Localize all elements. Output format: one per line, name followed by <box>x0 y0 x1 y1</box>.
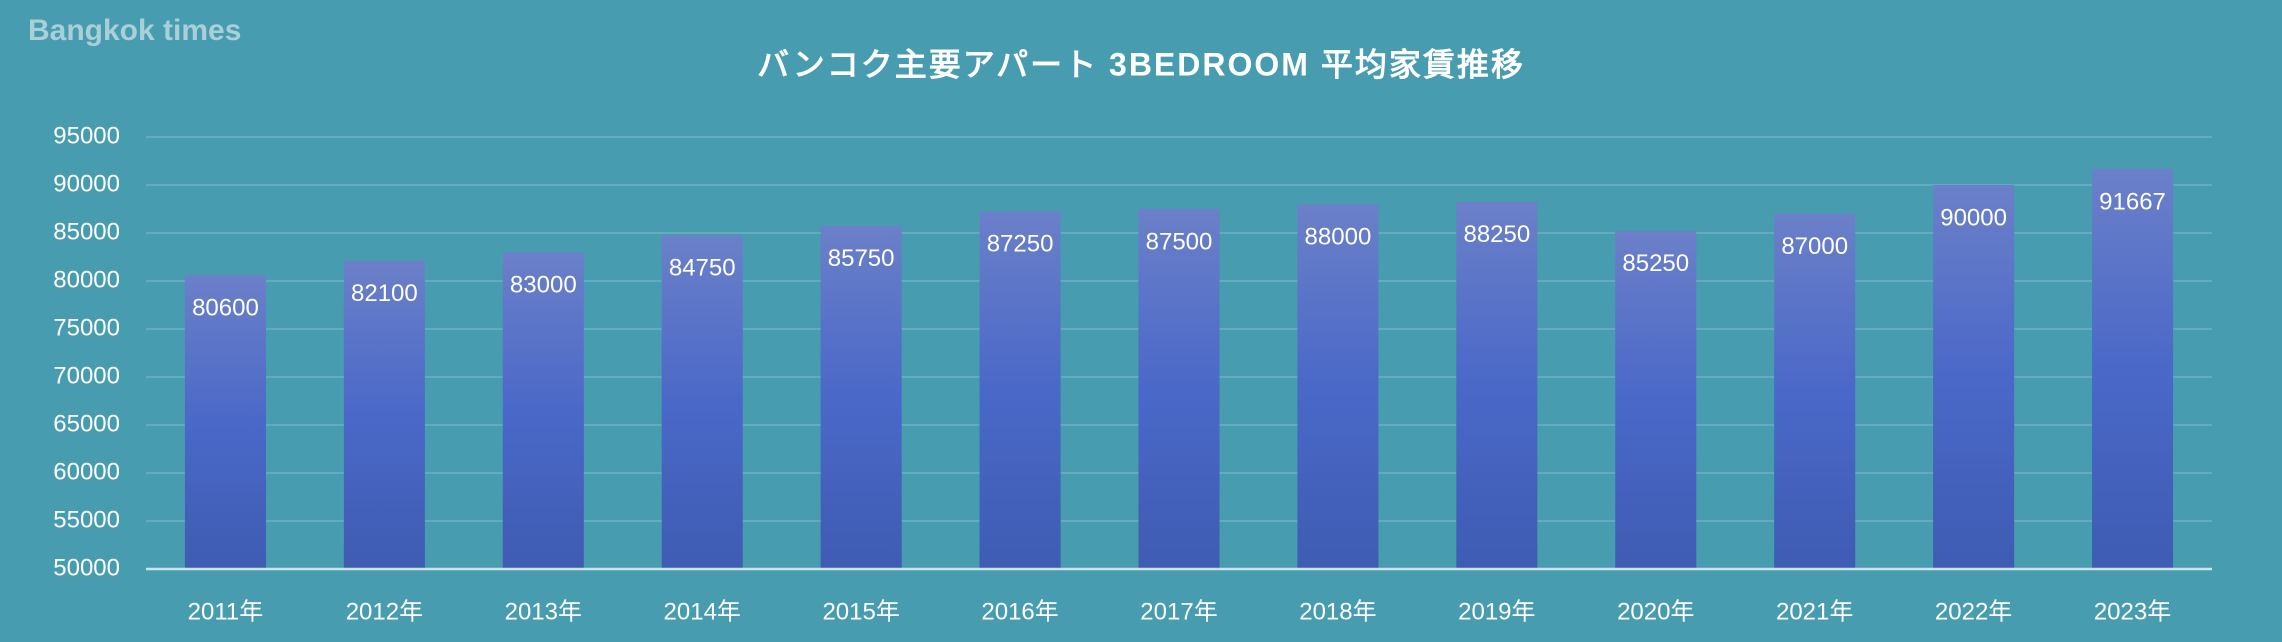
value-label: 90000 <box>1940 204 2007 231</box>
bar <box>1774 213 1856 570</box>
value-label: 88000 <box>1305 224 1372 251</box>
value-label: 85250 <box>1622 250 1689 277</box>
y-tick-label: 85000 <box>53 218 120 245</box>
bar <box>343 260 425 569</box>
y-tick-label: 90000 <box>53 170 120 197</box>
y-tick-label: 75000 <box>53 314 120 341</box>
bar <box>1297 204 1379 569</box>
bar <box>1138 209 1220 569</box>
bar <box>502 252 584 569</box>
x-tick-label: 2013年 <box>505 598 582 625</box>
y-tick-label: 95000 <box>53 122 120 149</box>
y-tick-label: 55000 <box>53 506 120 533</box>
value-label: 84750 <box>669 255 736 282</box>
x-tick-label: 2022年 <box>1935 598 2012 625</box>
y-tick-label: 50000 <box>53 554 120 581</box>
x-tick-label: 2018年 <box>1299 598 1376 625</box>
value-label: 91667 <box>2099 188 2166 215</box>
bar <box>979 211 1061 569</box>
y-tick-label: 70000 <box>53 362 120 389</box>
x-tick-label: 2019年 <box>1458 598 1535 625</box>
bar <box>1615 230 1697 569</box>
value-label: 82100 <box>351 280 418 307</box>
value-label: 83000 <box>510 272 577 299</box>
bar <box>184 275 266 569</box>
x-tick-label: 2023年 <box>2094 598 2171 625</box>
y-tick-label: 60000 <box>53 458 120 485</box>
value-label: 88250 <box>1463 221 1530 248</box>
x-tick-label: 2020年 <box>1617 598 1694 625</box>
value-label: 87250 <box>987 231 1054 258</box>
bar <box>661 235 743 569</box>
bar <box>1933 185 2015 569</box>
x-tick-label: 2014年 <box>664 598 741 625</box>
bar <box>1456 201 1538 570</box>
y-tick-label: 65000 <box>53 410 120 437</box>
x-tick-label: 2016年 <box>981 598 1058 625</box>
bar <box>2092 168 2174 569</box>
y-tick-label: 80000 <box>53 266 120 293</box>
value-label: 85750 <box>828 245 895 272</box>
x-tick-label: 2017年 <box>1140 598 1217 625</box>
value-label: 87500 <box>1146 228 1213 255</box>
value-label: 87000 <box>1781 233 1848 260</box>
x-tick-label: 2011年 <box>188 598 264 625</box>
x-tick-label: 2015年 <box>822 598 899 625</box>
value-label: 80600 <box>192 295 259 322</box>
bar <box>820 225 902 570</box>
x-tick-label: 2012年 <box>346 598 423 625</box>
chart-title: バンコク主要アパート 3BEDROOM 平均家賃推移 <box>757 46 1525 82</box>
x-tick-label: 2021年 <box>1776 598 1853 625</box>
watermark: Bangkok times <box>28 14 241 47</box>
